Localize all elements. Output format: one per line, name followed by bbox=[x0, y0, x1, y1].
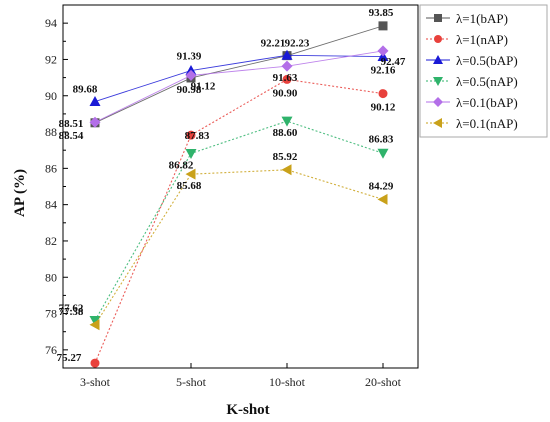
plot-layer: 76 78 80 82 84 86 88 90 92 94 3-shot 5-shot 10-shot 2… bbox=[45, 4, 419, 389]
data-label-0-5-bap: 89.68 bbox=[73, 84, 98, 96]
y-tick-label: 92 bbox=[45, 52, 57, 66]
data-label-0-5-bap: 92.23 bbox=[285, 37, 310, 49]
data-point-0-5-nap bbox=[185, 148, 197, 159]
data-point-0-1-nap bbox=[377, 193, 388, 205]
legend-marker bbox=[433, 77, 443, 86]
data-label-1-bap: 92.21 bbox=[261, 38, 286, 50]
data-label-0-1-nap: 85.68 bbox=[177, 180, 202, 192]
series-line-0-1-bap bbox=[94, 50, 384, 123]
y-axis-label: AP (%) bbox=[12, 169, 28, 217]
legend-label: λ=0.1(nAP) bbox=[456, 116, 518, 131]
series-line-1-bap bbox=[94, 25, 384, 124]
y-tick-label: 86 bbox=[45, 161, 57, 175]
data-label-1-nap: 90.12 bbox=[371, 102, 396, 114]
data-label-0-5-nap: 86.83 bbox=[369, 133, 394, 145]
data-label-1-bap: 93.85 bbox=[369, 7, 394, 19]
data-point-0-1-bap bbox=[281, 60, 293, 72]
x-tick-label: 3-shot bbox=[80, 375, 111, 389]
data-point-0-1-nap bbox=[89, 319, 100, 331]
legend-label: λ=0.1(bAP) bbox=[456, 95, 518, 110]
data-point-0-5-bap bbox=[281, 49, 293, 60]
data-label-0-5-nap: 77.62 bbox=[59, 302, 84, 314]
data-point-0-1-bap bbox=[377, 45, 389, 57]
data-label-0-1-bap: 91.12 bbox=[191, 80, 216, 92]
data-point-0-5-nap bbox=[377, 148, 389, 159]
y-tick-label: 80 bbox=[45, 270, 57, 284]
data-label-0-1-bap: 88.54 bbox=[59, 130, 84, 142]
data-point-0-5-nap bbox=[89, 315, 101, 326]
data-label-0-1-bap: 92.47 bbox=[381, 56, 406, 68]
data-point-0-1-nap bbox=[185, 168, 196, 180]
data-label-1-bap: 88.51 bbox=[59, 118, 84, 130]
legend: λ=1(bAP) λ=1(nAP) λ=0.5(bAP) λ=0.5(nAP) λ=0.… bbox=[419, 4, 548, 138]
legend-marker bbox=[433, 97, 443, 107]
legend-box bbox=[419, 4, 548, 138]
legend-label: λ=0.5(nAP) bbox=[456, 74, 518, 89]
y-tick-label: 90 bbox=[45, 89, 57, 103]
data-label-0-5-nap: 88.60 bbox=[273, 127, 298, 139]
data-point-1-nap bbox=[90, 358, 100, 368]
x-axis-label: K-shot bbox=[226, 402, 269, 418]
y-tick-label: 84 bbox=[45, 198, 57, 212]
x-tick-label: 5-shot bbox=[176, 375, 207, 389]
data-point-0-1-bap bbox=[89, 116, 101, 128]
legend-marker bbox=[433, 55, 443, 64]
series-line-0-5-bap bbox=[94, 54, 384, 102]
data-point-0-5-bap bbox=[89, 96, 101, 107]
data-label-1-nap: 75.27 bbox=[57, 352, 82, 364]
data-label-1-nap: 87.83 bbox=[185, 130, 210, 142]
legend-label: λ=0.5(bAP) bbox=[456, 53, 518, 68]
data-point-1-nap bbox=[378, 89, 388, 99]
data-point-1-nap bbox=[282, 74, 292, 84]
data-label-1-nap: 90.90 bbox=[273, 87, 298, 99]
y-tick-label: 78 bbox=[45, 307, 57, 321]
series-line-0-5-nap bbox=[94, 120, 384, 321]
legend-marker bbox=[434, 35, 442, 43]
data-point-1-nap bbox=[186, 130, 196, 140]
data-label-1-bap: 90.98 bbox=[177, 84, 202, 96]
y-tick-label: 76 bbox=[45, 343, 57, 357]
data-point-0-1-bap bbox=[185, 69, 197, 81]
data-label-0-5-bap: 91.39 bbox=[177, 51, 202, 63]
legend-label: λ=1(bAP) bbox=[456, 11, 508, 26]
data-point-0-1-nap bbox=[281, 164, 292, 176]
data-label-0-1-nap: 77.38 bbox=[59, 306, 84, 318]
y-tick-label: 94 bbox=[45, 16, 57, 30]
y-tick-label: 82 bbox=[45, 234, 57, 248]
y-tick-label: 88 bbox=[45, 125, 57, 139]
legend-label: λ=1(nAP) bbox=[456, 32, 508, 47]
x-tick-label: 20-shot bbox=[365, 375, 402, 389]
legend-marker bbox=[433, 118, 442, 128]
x-tick-label: 10-shot bbox=[269, 375, 306, 389]
data-label-0-1-nap: 85.92 bbox=[273, 151, 298, 163]
data-label-0-5-nap: 86.82 bbox=[169, 159, 194, 171]
data-label-0-5-bap: 92.16 bbox=[371, 65, 396, 77]
data-label-0-1-bap: 91.63 bbox=[273, 72, 298, 84]
data-point-0-5-nap bbox=[281, 116, 293, 127]
data-label-0-1-nap: 84.29 bbox=[369, 180, 394, 192]
data-point-1-bap bbox=[378, 21, 388, 31]
legend-marker bbox=[434, 14, 442, 22]
series-line-0-1-nap bbox=[94, 169, 384, 326]
